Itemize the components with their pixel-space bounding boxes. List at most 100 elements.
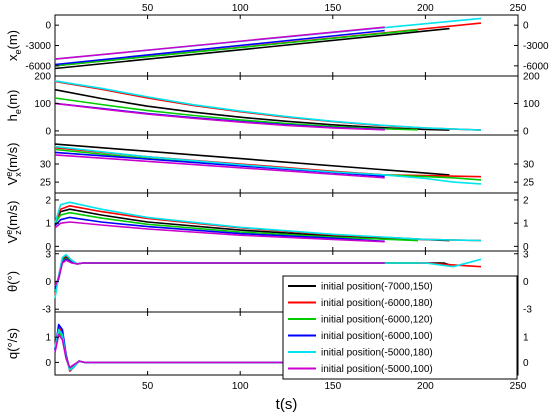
y-tick-label-right: 0 (523, 277, 529, 288)
y-axis-label-sub: e (13, 49, 23, 54)
y-axis-label: he(m) (5, 90, 23, 122)
y-tick-label: 25 (40, 178, 52, 189)
series-line-3 (54, 97, 419, 131)
series-line-6 (54, 333, 385, 369)
y-tick-label-right: 0 (523, 242, 529, 253)
x-tick-label-top: 250 (510, 3, 527, 14)
panel-5: 3 0 -3 3 0 -3 θ(°) (5, 249, 532, 315)
x-tick-label: 200 (417, 381, 434, 392)
series-line-6 (54, 102, 385, 131)
panel-frame (54, 134, 519, 194)
panel-6: 1 0 1 0 q(°/s) (5, 311, 529, 376)
series-line-1 (54, 208, 450, 242)
y-tick-label: 3 (45, 249, 51, 260)
x-tick-label-top: 50 (142, 3, 154, 14)
x-tick-label: 100 (232, 381, 249, 392)
x-tick-label: 250 (510, 381, 527, 392)
y-tick-label: 100 (34, 99, 51, 110)
y-axis-label-main: h (5, 114, 20, 121)
y-tick-label-right: 25 (523, 178, 535, 189)
legend-entry-4: initial position(-6000,100) (321, 331, 433, 342)
y-tick-label-right: -6000 (523, 61, 549, 72)
y-tick-label-right: 0 (523, 21, 529, 32)
y-tick-label: 0 (45, 126, 51, 137)
y-tick-label-right: -3 (523, 305, 532, 316)
y-axis-label-tail: (m/s) (5, 143, 20, 173)
y-tick-label: 0 (45, 242, 51, 253)
panels-group: 0-3000-60000-3000-6000xe(m)2001000200100… (4, 3, 549, 392)
series-line-5 (54, 201, 482, 242)
series-line-6 (54, 259, 385, 287)
y-axis-label-sup: e (4, 172, 14, 177)
panel-2: 200 100 0 200 100 0 he(m) (5, 72, 540, 138)
y-tick-label-right: 3 (523, 249, 529, 260)
y-axis-label-tail: (m) (5, 30, 20, 50)
y-axis-label-tail: (m) (5, 90, 20, 110)
y-tick-label: 0 (45, 21, 51, 32)
y-axis-label: θ(°) (5, 271, 20, 292)
panel-4: 2 1 0 2 1 0 Vez(m/s) (4, 192, 529, 253)
x-tick-label-top: 200 (417, 3, 434, 14)
series-line-1 (54, 27, 450, 70)
y-tick-label: 1 (45, 219, 51, 230)
y-tick-label: 30 (40, 160, 52, 171)
y-axis-label: q(°/s) (5, 328, 20, 359)
series-line-6 (54, 154, 385, 179)
y-tick-label: -3 (42, 305, 51, 316)
y-axis-label-tail: (m/s) (5, 201, 20, 231)
y-tick-label-right: 2 (523, 195, 529, 206)
series-line-6 (54, 221, 385, 243)
legend-entry-6: initial position(-5000,100) (321, 364, 433, 375)
y-tick-label-right: 1 (523, 333, 529, 344)
legend-entry-1: initial position(-7000,150) (321, 282, 433, 293)
legend-box (282, 275, 518, 380)
y-tick-label: 2 (45, 195, 51, 206)
y-tick-label: -3000 (25, 41, 51, 52)
y-axis-label-sub: e (13, 109, 23, 114)
series-line-1 (54, 143, 450, 176)
y-axis-label: Vex(m/s) (4, 143, 23, 186)
y-tick-label-right: 0 (523, 358, 529, 369)
y-axis-label-main: x (5, 54, 20, 61)
y-tick-label-right: 200 (523, 72, 540, 83)
y-axis-label-main: V (5, 234, 20, 243)
y-axis-label: xe(m) (5, 30, 23, 61)
y-axis-label: Vez(m/s) (4, 201, 23, 244)
series-line-3 (54, 211, 419, 242)
x-axis-label: t(s) (276, 396, 298, 413)
y-tick-label-right: 1 (523, 219, 529, 230)
y-axis-label-sub: x (13, 172, 23, 177)
series-line-1 (54, 88, 450, 131)
y-axis-label-main: θ(°) (5, 271, 20, 292)
y-tick-label-right: -3000 (523, 41, 549, 52)
y-tick-label-right: 100 (523, 99, 540, 110)
x-tick-label: 50 (142, 381, 154, 392)
panel-3: 30 25 30 25 Vex(m/s) (4, 134, 535, 194)
y-tick-label: 0 (45, 277, 51, 288)
y-axis-label-sup: e (4, 230, 14, 235)
series-line-4 (54, 29, 385, 66)
series-line-5 (54, 145, 482, 185)
y-tick-label: 200 (34, 72, 51, 83)
series-line-5 (54, 80, 482, 131)
legend: initial position(-7000,150) initial posit… (282, 275, 518, 380)
series-line-4 (54, 216, 385, 243)
y-tick-label: 1 (45, 333, 51, 344)
legend-entry-5: initial position(-5000,180) (321, 348, 433, 359)
series-line-3 (54, 29, 419, 67)
y-axis-label-main: V (5, 176, 20, 185)
y-tick-label-right: 30 (523, 160, 535, 171)
y-tick-label: -6000 (25, 61, 51, 72)
legend-entry-2: initial position(-6000,180) (321, 298, 433, 309)
x-tick-label-top: 100 (232, 3, 249, 14)
y-tick-label: 0 (45, 358, 51, 369)
y-axis-label-main: q(°/s) (5, 328, 20, 359)
y-tick-label-right: 0 (523, 126, 529, 137)
series-line-6 (54, 26, 385, 60)
legend-entry-3: initial position(-6000,120) (321, 315, 433, 326)
x-tick-label: 150 (324, 381, 341, 392)
y-axis-label-sub: z (13, 230, 23, 235)
x-tick-label-top: 150 (324, 3, 341, 14)
